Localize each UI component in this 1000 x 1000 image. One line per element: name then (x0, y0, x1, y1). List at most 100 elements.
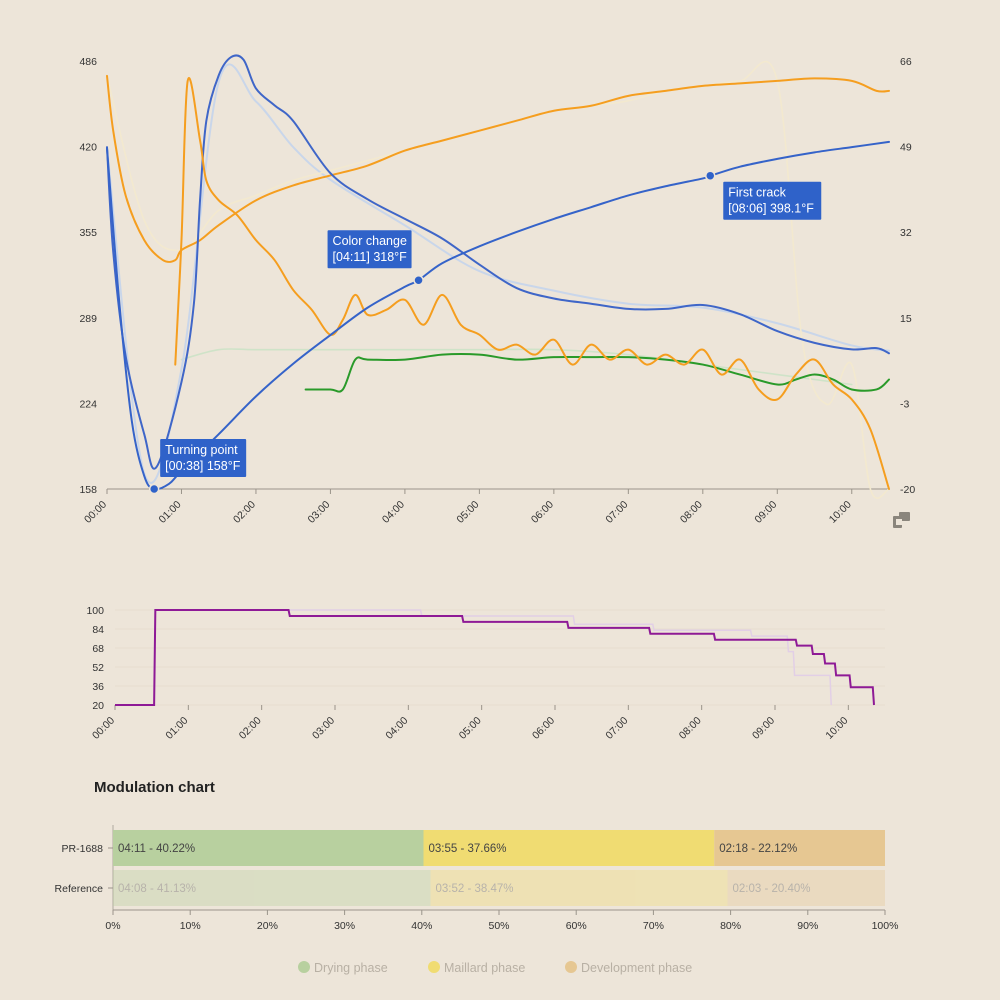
legend-item[interactable]: Development phase (565, 961, 692, 975)
power-x-tick-label: 06:00 (530, 715, 557, 742)
annotation-value: [08:06] 398.1°F (728, 202, 814, 216)
x-tick-label: 06:00 (529, 499, 556, 526)
power-x-tick-label: 05:00 (457, 715, 484, 742)
y-right-tick-label: 66 (900, 56, 912, 68)
power-y-tick-label: 68 (92, 643, 104, 655)
x-tick-label: 04:00 (380, 499, 407, 526)
annotation-box (327, 230, 412, 269)
phase-bar-group: 03:55 - 37.66% (423, 830, 715, 866)
ror_env-line (174, 77, 890, 490)
category-label: Reference (55, 883, 104, 895)
power-x-tick-label: 08:00 (677, 715, 704, 742)
phase-bar-label: 03:55 - 37.66% (428, 843, 506, 855)
y-left-tick-label: 224 (79, 398, 97, 410)
annotation-box (723, 181, 822, 220)
x-tick-label: 00:00 (82, 499, 109, 526)
phase-bar-label: 02:03 - 20.40% (733, 883, 811, 895)
power-chart: 100 84 68 52 36 20 00:00 01:00 02:00 03:00 04:00 05… (86, 605, 885, 742)
power-x-tick-label: 00:00 (90, 715, 117, 742)
y-right-tick-label: -20 (900, 484, 915, 496)
y-left-tick-label: 355 (79, 227, 97, 239)
logo-icon (893, 512, 910, 528)
roast-profile-chart: 00:00 01:00 02:00 03:00 04:00 05:00 06:00 07:00… (79, 54, 915, 528)
annotation: Color change [04:11] 318°F (327, 230, 424, 286)
power-x-tick-label: 02:00 (237, 715, 264, 742)
x-tick-label: 08:00 (678, 499, 705, 526)
phase-bar-label: 02:18 - 22.12% (719, 843, 797, 855)
main-x-axis (106, 488, 889, 494)
reference-line (106, 60, 890, 499)
modulation-x-tick-label: 30% (334, 920, 355, 932)
phase-bar-label: 03:52 - 38.47% (436, 883, 514, 895)
phase-bar-group: 04:08 - 41.13% (113, 870, 431, 906)
phase-bar (113, 870, 431, 906)
x-tick-label: 05:00 (454, 499, 481, 526)
power-x-tick-label: 09:00 (750, 715, 777, 742)
power-tick-labels: 100 84 68 52 36 20 00:00 01:00 02:00 03:00 04:00 05… (86, 605, 850, 742)
main-series (106, 54, 890, 499)
legend-swatch (428, 961, 440, 973)
phase-bar-group: 03:52 - 38.47% (430, 870, 728, 906)
phase-bar (714, 830, 885, 866)
modulation-x-tick-label: 50% (488, 920, 509, 932)
modulation-x-tick-label: 0% (105, 920, 120, 932)
modulation-x-tick-label: 70% (643, 920, 664, 932)
reference_blue-line (106, 63, 890, 484)
env_temp-line (106, 54, 890, 470)
x-tick-label: 02:00 (231, 499, 258, 526)
annotation-title: First crack (728, 186, 786, 200)
power-y-tick-label: 52 (92, 662, 104, 674)
x-tick-label: 03:00 (305, 499, 332, 526)
legend-label: Maillard phase (444, 961, 525, 975)
modulation-x-tick-label: 100% (872, 920, 899, 932)
modulation-legend[interactable]: Drying phase Maillard phase Development ph… (298, 961, 692, 975)
power-x-tick-label: 03:00 (310, 715, 337, 742)
reference_green-line (180, 348, 853, 386)
annotation-point (148, 483, 160, 495)
modulation-tick-labels: 0% 10% 20% 30% 40% 50% 60% 70% 80% 90% 100% (105, 909, 899, 932)
power-x-tick-label: 07:00 (603, 715, 630, 742)
power-y-tick-label: 20 (92, 700, 104, 712)
y-right-tick-label: 49 (900, 142, 912, 154)
legend-swatch (298, 961, 310, 973)
y-right-tick-label: 15 (900, 313, 912, 325)
legend-swatch (565, 961, 577, 973)
legend-label: Development phase (581, 961, 692, 975)
power-axis (114, 609, 885, 710)
reference-step-line (115, 609, 832, 706)
annotation-box (160, 439, 247, 477)
category-label: PR-1688 (62, 843, 104, 855)
annotation-point (413, 274, 424, 286)
modulation-x-tick-label: 40% (411, 920, 432, 932)
phase-bar-label: 04:11 - 40.22% (118, 843, 195, 855)
main-annotations: Turning point [00:38] 158°F Color change [0… (148, 170, 822, 495)
y-left-tick-label: 420 (79, 142, 97, 154)
y-right-tick-label: 32 (900, 227, 912, 239)
modulation-chart-title: Modulation chart (94, 779, 215, 796)
ror-line (106, 74, 890, 263)
y-right-tick-label: -3 (900, 398, 909, 410)
legend-item[interactable]: Drying phase (298, 961, 388, 975)
annotation-title: Turning point (165, 443, 238, 457)
legend-item[interactable]: Maillard phase (428, 961, 525, 975)
phase-bar-group: 02:03 - 20.40% (727, 870, 885, 906)
y-left-tick-label: 158 (79, 484, 97, 496)
phase-bar-label: 04:08 - 41.13% (118, 883, 196, 895)
annotation: Turning point [00:38] 158°F (148, 439, 247, 495)
y-left-tick-label: 289 (79, 313, 97, 325)
power-line (304, 353, 890, 393)
modulation-x-tick-label: 10% (180, 920, 201, 932)
modulation-x-tick-label: 90% (797, 920, 818, 932)
phase-bar (727, 870, 885, 906)
power-series (115, 609, 875, 706)
power-y-tick-label: 84 (92, 624, 104, 636)
phase-bar (113, 830, 424, 866)
y-left-tick-label: 486 (79, 56, 97, 68)
annotation-title: Color change (333, 234, 407, 248)
power-y-tick-label: 100 (86, 605, 104, 617)
legend-label: Drying phase (314, 961, 388, 975)
annotation-point (705, 170, 716, 181)
x-tick-label: 10:00 (827, 499, 854, 526)
modulation-x-tick-label: 80% (720, 920, 741, 932)
power-x-tick-label: 10:00 (823, 715, 850, 742)
